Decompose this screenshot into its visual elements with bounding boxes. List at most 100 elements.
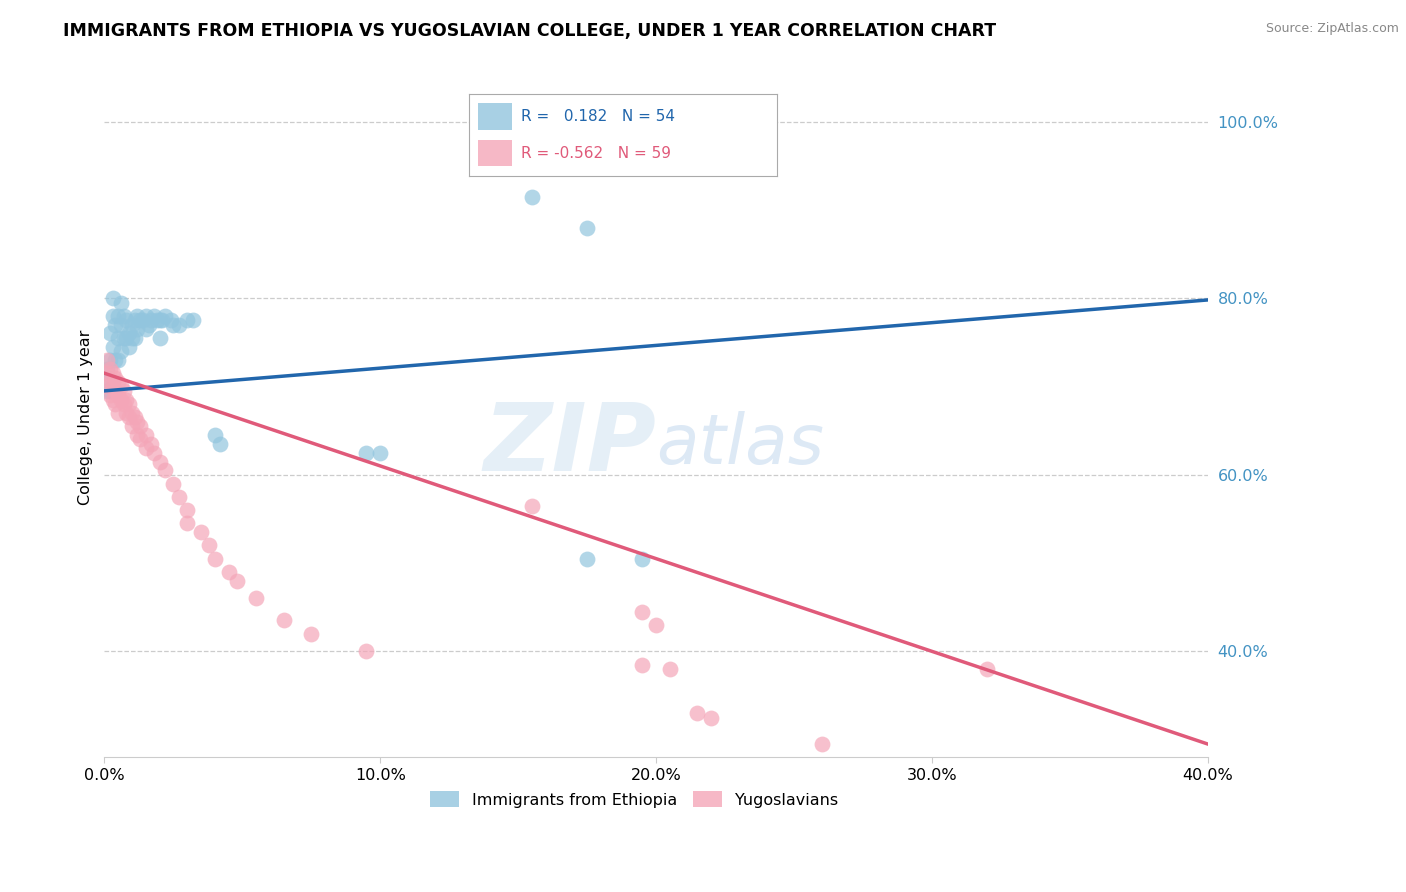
Point: [118, 410, 141, 425]
Point: [101, 309, 124, 323]
Point: [96, 370, 118, 384]
Point: [148, 454, 170, 468]
Point: [98, 384, 121, 398]
Point: [98, 375, 121, 389]
Point: [107, 375, 129, 389]
Point: [110, 318, 132, 332]
Point: [118, 340, 141, 354]
Point: [121, 419, 143, 434]
Point: [576, 220, 599, 235]
Point: [190, 525, 212, 540]
Point: [107, 353, 129, 368]
Point: [198, 538, 221, 552]
Text: atlas: atlas: [657, 411, 824, 478]
Point: [104, 397, 127, 411]
Point: [204, 428, 226, 442]
Point: [181, 313, 204, 327]
Point: [110, 392, 132, 407]
Point: [153, 463, 176, 477]
Legend: Immigrants from Ethiopia, Yugoslavians: Immigrants from Ethiopia, Yugoslavians: [425, 785, 844, 814]
Point: [118, 326, 141, 341]
Point: [127, 428, 149, 442]
Point: [167, 318, 190, 332]
Point: [146, 313, 169, 327]
Point: [645, 618, 668, 632]
Y-axis label: College, Under 1 year: College, Under 1 year: [79, 330, 93, 505]
Point: [135, 428, 157, 442]
Point: [115, 406, 138, 420]
Point: [138, 318, 160, 332]
Point: [124, 313, 146, 327]
Point: [245, 591, 267, 606]
Point: [118, 397, 141, 411]
Point: [96, 384, 118, 398]
Point: [148, 331, 170, 345]
Point: [204, 551, 226, 566]
Point: [273, 614, 295, 628]
Point: [810, 737, 832, 751]
Point: [107, 406, 129, 420]
Point: [520, 189, 543, 203]
Point: [121, 318, 143, 332]
Point: [124, 331, 146, 345]
Point: [104, 353, 127, 368]
Point: [121, 406, 143, 420]
Point: [159, 313, 181, 327]
Point: [127, 309, 149, 323]
Point: [135, 309, 157, 323]
Point: [96, 366, 118, 380]
Point: [104, 384, 127, 398]
Point: [631, 657, 654, 672]
Point: [218, 565, 240, 579]
Point: [162, 476, 184, 491]
Point: [98, 361, 121, 376]
Point: [141, 313, 163, 327]
Point: [129, 433, 152, 447]
Point: [141, 437, 163, 451]
Point: [129, 419, 152, 434]
Point: [112, 384, 135, 398]
Point: [110, 295, 132, 310]
Point: [153, 309, 176, 323]
Point: [520, 499, 543, 513]
Point: [167, 490, 190, 504]
Point: [115, 313, 138, 327]
Point: [132, 313, 155, 327]
Point: [96, 353, 118, 368]
Point: [101, 340, 124, 354]
Point: [143, 309, 166, 323]
Point: [110, 379, 132, 393]
Point: [356, 445, 378, 459]
Point: [107, 331, 129, 345]
Point: [110, 344, 132, 359]
Point: [176, 313, 198, 327]
Point: [104, 384, 127, 398]
Point: [101, 379, 124, 393]
Point: [299, 626, 322, 640]
Point: [101, 291, 124, 305]
Point: [112, 397, 135, 411]
Point: [112, 309, 135, 323]
Point: [101, 379, 124, 393]
Point: [631, 605, 654, 619]
Point: [104, 370, 127, 384]
Point: [658, 662, 681, 676]
Point: [107, 388, 129, 402]
Point: [98, 388, 121, 402]
Point: [115, 392, 138, 407]
Point: [176, 516, 198, 531]
Point: [96, 379, 118, 393]
Point: [148, 313, 170, 327]
Point: [162, 318, 184, 332]
Point: [135, 322, 157, 336]
Text: ZIP: ZIP: [484, 399, 657, 491]
Point: [143, 445, 166, 459]
Text: IMMIGRANTS FROM ETHIOPIA VS YUGOSLAVIAN COLLEGE, UNDER 1 YEAR CORRELATION CHART: IMMIGRANTS FROM ETHIOPIA VS YUGOSLAVIAN …: [63, 22, 997, 40]
Point: [112, 331, 135, 345]
Point: [135, 442, 157, 456]
Text: Source: ZipAtlas.com: Source: ZipAtlas.com: [1265, 22, 1399, 36]
Point: [225, 574, 247, 588]
Point: [129, 313, 152, 327]
Point: [150, 313, 173, 327]
Point: [96, 361, 118, 376]
